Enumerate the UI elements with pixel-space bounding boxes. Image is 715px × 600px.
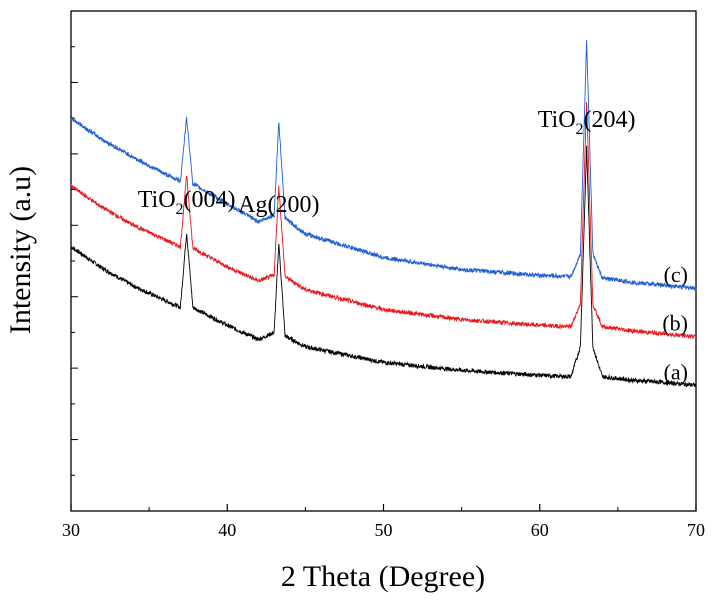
series-line-3 <box>70 40 697 292</box>
series-labels: (a) (b) (c) <box>662 262 688 384</box>
y-axis-label: Intensity (a.u) <box>4 166 37 334</box>
x-axis-label: 2 Theta (Degree) <box>281 560 485 593</box>
x-tick-label: 60 <box>531 520 549 540</box>
y-axis-ticks <box>71 46 78 476</box>
series-label: (c) <box>664 262 688 287</box>
plot-frame <box>70 10 697 512</box>
peak-labels: TiO2(004) Ag(200) TiO2(204) <box>138 107 636 218</box>
peak-label: Ag(200) <box>238 192 319 218</box>
series-label: (b) <box>662 311 688 336</box>
x-axis-ticks: 30 40 50 60 70 <box>62 504 705 540</box>
series-line-1 <box>70 145 697 388</box>
series-label: (a) <box>664 359 688 384</box>
x-tick-label: 40 <box>218 520 236 540</box>
peak-label: TiO2(004) <box>138 187 236 218</box>
peak-label: TiO2(204) <box>538 107 636 138</box>
series-group <box>70 40 697 388</box>
x-tick-label: 30 <box>62 520 80 540</box>
x-tick-label: 70 <box>687 520 705 540</box>
x-tick-label: 50 <box>375 520 393 540</box>
series-line-2 <box>70 102 697 340</box>
